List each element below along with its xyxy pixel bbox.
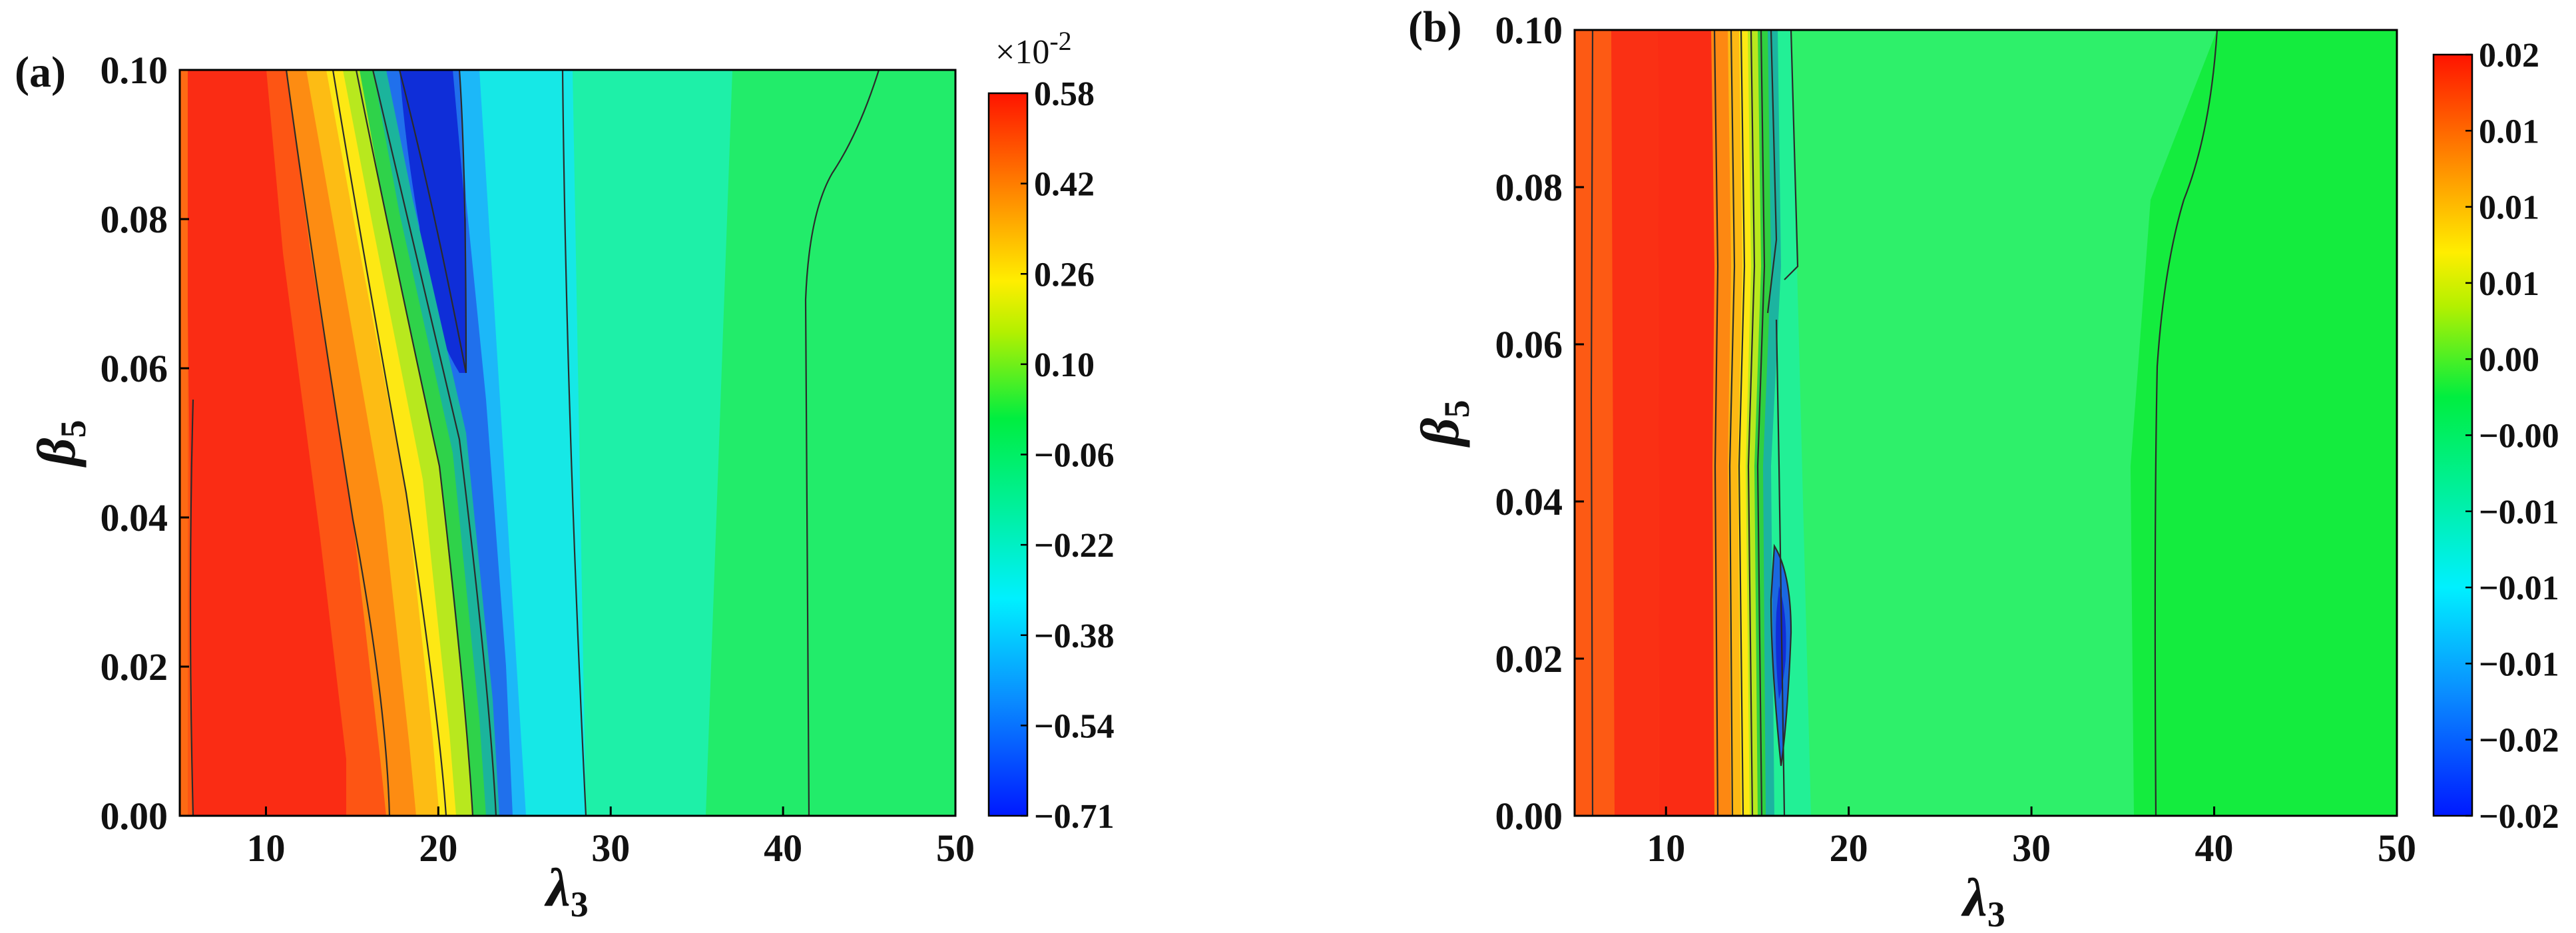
panel-b-contour-7 xyxy=(1775,319,1786,816)
panel-b: 10 20 30 40 50 0.000.020.040.060.080.10 (b) … xyxy=(1408,3,2559,933)
x-tick-label: 20 xyxy=(1830,826,1868,870)
panel-b-contour-3 xyxy=(1738,30,1746,816)
x-tick-label: 10 xyxy=(246,826,285,870)
panel-a-contour-1 xyxy=(285,70,391,816)
panel-b-label: (b) xyxy=(1408,3,1462,51)
panel-a-ylabel: β5 xyxy=(26,420,93,467)
colorbar-tick-label: 0.01 xyxy=(2479,189,2539,227)
panel-a-contours xyxy=(189,70,880,816)
colorbar-tick-label: 0.42 xyxy=(1034,166,1095,204)
colorbar-tick-label: −0.71 xyxy=(1034,798,1115,836)
colorbar-tick-label: −0.22 xyxy=(1034,527,1115,565)
panel-a-x-ticks: 10 20 30 40 50 xyxy=(246,806,975,870)
panel-b-contour-1 xyxy=(1713,30,1719,816)
panel-b-contours xyxy=(1590,30,2218,816)
panel-a-contour-8 xyxy=(804,70,880,816)
x-tick-label: 20 xyxy=(419,826,457,870)
panel-b-band-left-red xyxy=(1611,30,1659,816)
panel-b-colorbar-ticks: 0.02 0.01 0.01 0.01 0.00 −0.00 −0.01 −0.01 −0.01… xyxy=(2465,37,2559,836)
x-tick-label: 40 xyxy=(2195,826,2234,870)
x-tick-label: 30 xyxy=(2012,826,2051,870)
panel-a-contour-9 xyxy=(189,399,194,816)
panel-a-left-edge xyxy=(180,70,188,816)
panel-b-contour-2 xyxy=(1728,30,1736,816)
panel-a-band-red xyxy=(186,70,346,816)
y-tick-label: 0.02 xyxy=(101,645,168,689)
x-tick-label: 50 xyxy=(2378,826,2416,870)
y-tick-label: 0.02 xyxy=(1495,637,1563,681)
y-tick-label: 0.04 xyxy=(101,496,168,539)
panel-b-contour-11 xyxy=(1590,30,1594,816)
panel-a-heatmap xyxy=(180,70,955,816)
panel-b-contour-8 xyxy=(1784,30,1799,280)
panel-a-frame xyxy=(178,69,957,817)
colorbar-tick-label: −0.01 xyxy=(2479,645,2559,683)
x-tick-label: 10 xyxy=(1647,826,1685,870)
panel-b-y-ticks: 0.00 0.02 0.04 0.06 0.08 0.10 xyxy=(1495,9,1584,838)
y-tick-label: 0.06 xyxy=(1495,323,1563,366)
panel-a: 10 20 30 40 50 0.000.020.040.060.080.10 (a) … xyxy=(15,26,1115,924)
panel-b-ylabel: β5 xyxy=(1410,400,1477,448)
y-tick-label: 0.00 xyxy=(1495,794,1563,838)
colorbar-tick-label: 0.10 xyxy=(1034,346,1095,384)
colorbar-tick-label: 0.01 xyxy=(2479,265,2539,303)
y-tick-label: 0.10 xyxy=(101,49,168,92)
panel-b-min-core xyxy=(1776,586,1786,699)
colorbar-tick-label: −0.06 xyxy=(1034,437,1115,475)
colorbar-tick-label: 0.01 xyxy=(2479,113,2539,151)
panel-a-contour-7 xyxy=(561,70,587,816)
panel-a-label: (a) xyxy=(15,48,66,97)
panel-a-contour-3 xyxy=(355,70,474,816)
colorbar-tick-label: 0.26 xyxy=(1034,256,1095,294)
panel-a-min-pocket xyxy=(399,70,466,373)
colorbar-tick-label: 0.00 xyxy=(2479,341,2539,379)
panel-b-contour-4 xyxy=(1747,30,1756,816)
x-tick-label: 40 xyxy=(764,826,802,870)
x-tick-label: 50 xyxy=(936,826,975,870)
colorbar-tick-label: −0.54 xyxy=(1034,707,1115,745)
panel-a-y-ticks: 0.00 0.02 0.04 0.06 0.08 0.10 xyxy=(101,49,189,838)
panel-a-colorbar-ticks: 0.58 0.42 0.26 0.10 −0.06 −0.22 −0.38 −0.54 −0.7… xyxy=(1021,75,1115,836)
panel-a-contour-4 xyxy=(372,70,497,816)
x-tick-label: 30 xyxy=(591,826,630,870)
colorbar-tick-label: −0.01 xyxy=(2479,493,2559,531)
panel-a-colorbar-multiplier: ×10-2 xyxy=(995,26,1072,71)
panel-b-contour-9 xyxy=(1770,543,1792,767)
panel-b-frame xyxy=(1573,29,2398,817)
colorbar-tick-label: −0.00 xyxy=(2479,418,2559,456)
panel-b-x-ticks: 10 20 30 40 50 xyxy=(1647,806,2416,870)
panel-b-heatmap xyxy=(1575,30,2397,816)
colorbar-tick-label: −0.02 xyxy=(2479,722,2559,760)
y-tick-label: 0.10 xyxy=(1495,9,1563,52)
panel-b-contour-6 xyxy=(1766,30,1778,314)
panel-a-xlabel: λ3 xyxy=(544,857,588,924)
y-tick-label: 0.00 xyxy=(101,794,168,838)
colorbar-tick-label: 0.02 xyxy=(2479,37,2539,75)
panel-a-contour-5 xyxy=(398,70,467,374)
colorbar-tick-label: −0.01 xyxy=(2479,569,2559,607)
colorbar-tick-label: 0.58 xyxy=(1034,75,1095,113)
panel-b-xlabel: λ3 xyxy=(1961,867,2005,933)
panel-a-contour-6 xyxy=(458,70,467,374)
panel-a-contour-2 xyxy=(332,70,447,816)
panel-b-contour-10 xyxy=(2154,30,2218,816)
y-tick-label: 0.06 xyxy=(101,347,168,390)
y-tick-label: 0.08 xyxy=(1495,166,1563,209)
colorbar-tick-label: −0.38 xyxy=(1034,617,1115,655)
y-tick-label: 0.08 xyxy=(101,198,168,241)
y-tick-label: 0.04 xyxy=(1495,480,1563,523)
panel-b-contour-5 xyxy=(1756,30,1766,816)
colorbar-tick-label: −0.02 xyxy=(2479,798,2559,836)
